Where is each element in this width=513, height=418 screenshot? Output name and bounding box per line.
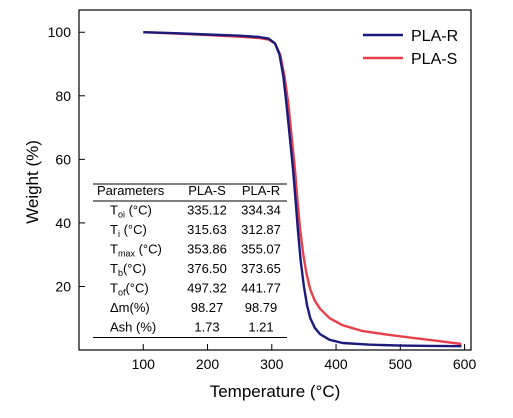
- x-tick-label: 200: [196, 356, 220, 372]
- legend-label-pla-r: PLA-R: [411, 28, 458, 45]
- table-cell-pla-s: 1.73: [194, 320, 219, 335]
- table-header-pla-r: PLA-R: [242, 183, 280, 198]
- table-cell-parameter: Tof(°C): [110, 281, 149, 298]
- table-cell-pla-s: 376.50: [187, 261, 227, 276]
- table-cell-pla-r: 312.87: [241, 222, 281, 237]
- table-cell-pla-s: 497.32: [187, 281, 227, 296]
- x-tick-label: 400: [324, 356, 348, 372]
- x-tick-label: 500: [389, 356, 413, 372]
- table-header-parameters: Parameters: [97, 183, 165, 198]
- series-lines: [143, 31, 462, 348]
- table-cell-pla-s: 315.63: [187, 222, 227, 237]
- y-tick-label: 20: [55, 278, 71, 294]
- table-cell-parameter: Tb(°C): [110, 261, 146, 278]
- parameters-table: Parameters PLA-S PLA-R Toi (°C) 335.12 334.34…: [93, 183, 287, 338]
- y-tick-label: 60: [55, 151, 71, 167]
- x-tick-label: 600: [453, 356, 477, 372]
- table-cell-pla-r: 1.21: [248, 320, 273, 335]
- table-cell-parameter: Tmax (°C): [110, 242, 162, 259]
- table-cell-parameter: Δm(%): [110, 300, 150, 315]
- table-cell-pla-r: 373.65: [241, 261, 281, 276]
- table-cell-pla-s: 98.27: [191, 300, 224, 315]
- y-tick-label: 40: [55, 215, 71, 231]
- series-line-pla-r: [143, 31, 462, 348]
- table-cell-pla-r: 355.07: [241, 242, 281, 257]
- y-axis-title: Weight (%): [23, 140, 42, 224]
- x-tick-label: 100: [132, 356, 156, 372]
- x-tick-label: 300: [260, 356, 284, 372]
- axis-ticks: 100 200 300 400 500 600 20 40 60 80 100: [48, 24, 477, 372]
- table-cell-parameter: Ti (°C): [110, 222, 147, 239]
- table-cell-pla-r: 334.34: [241, 203, 281, 218]
- table-cell-parameter: Toi (°C): [110, 203, 152, 220]
- table-header-pla-s: PLA-S: [188, 183, 226, 198]
- x-axis-title: Temperature (°C): [210, 382, 341, 401]
- table-cell-pla-r: 441.77: [241, 281, 281, 296]
- y-tick-label: 100: [48, 24, 72, 40]
- table-cell-pla-s: 353.86: [187, 242, 227, 257]
- table-cell-parameter: Ash (%): [110, 320, 156, 335]
- plot-frame: [78, 9, 472, 351]
- y-tick-label: 80: [55, 88, 71, 104]
- table-cell-pla-s: 335.12: [187, 203, 227, 218]
- legend: PLA-R PLA-S: [363, 28, 458, 68]
- table-cell-pla-r: 98.79: [245, 300, 278, 315]
- legend-label-pla-s: PLA-S: [411, 51, 457, 68]
